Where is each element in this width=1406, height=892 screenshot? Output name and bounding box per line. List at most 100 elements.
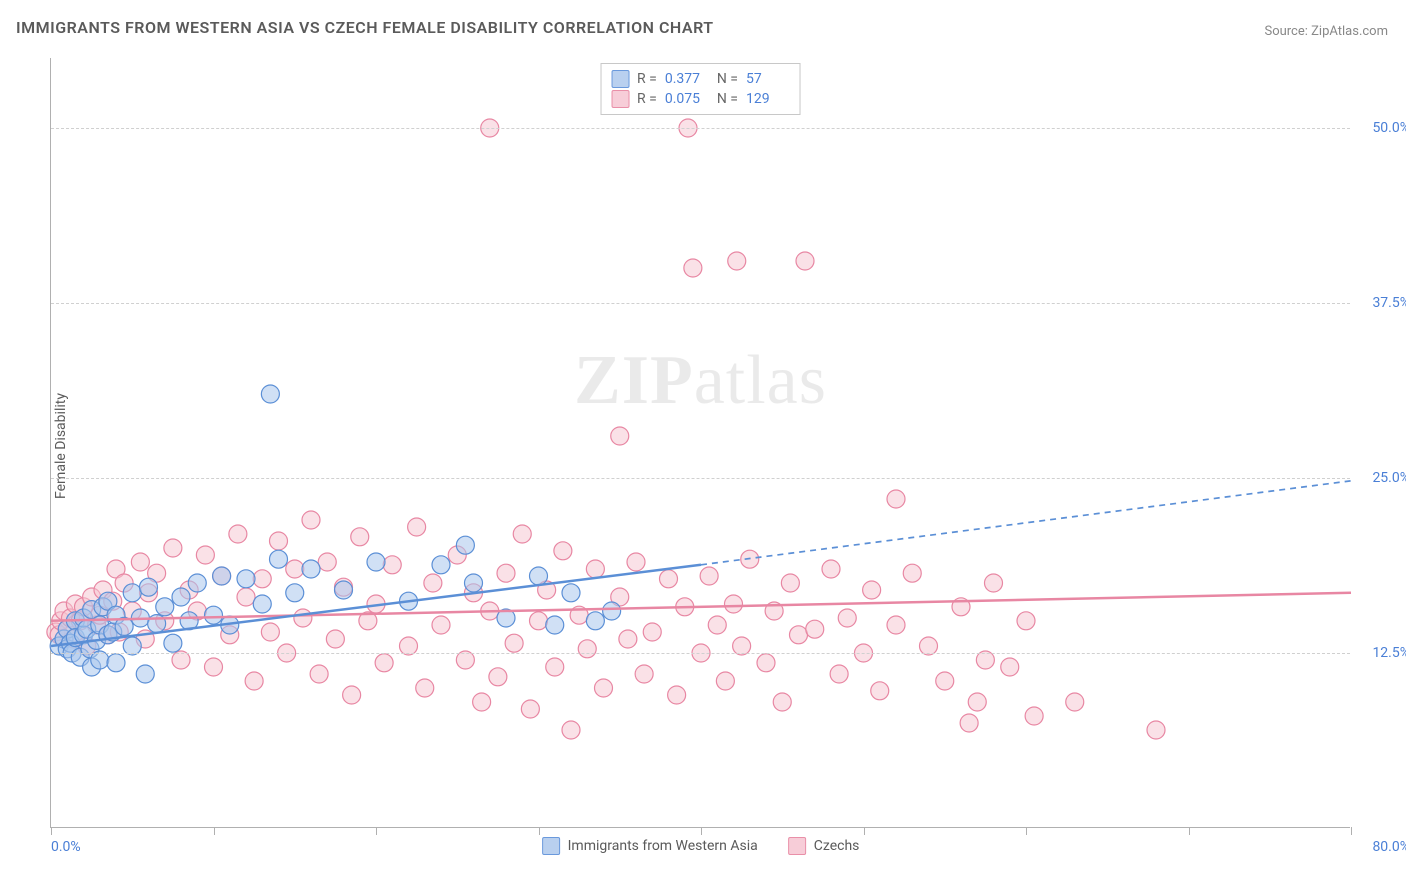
data-point <box>521 700 539 718</box>
data-point <box>229 525 247 543</box>
data-point <box>513 525 531 543</box>
data-point <box>728 252 746 270</box>
data-point <box>473 693 491 711</box>
data-point <box>205 606 223 624</box>
data-point <box>245 672 263 690</box>
data-point <box>343 686 361 704</box>
x-tick <box>1189 827 1190 835</box>
legend-series: Immigrants from Western Asia Czechs <box>542 837 860 855</box>
data-point <box>424 574 442 592</box>
swatch-series1 <box>611 70 629 88</box>
data-point <box>595 679 613 697</box>
legend-n-label: N = <box>717 71 738 87</box>
data-point <box>668 686 686 704</box>
trend-line-immigrants-dashed <box>701 481 1351 565</box>
data-point <box>822 560 840 578</box>
data-point <box>310 665 328 683</box>
legend-n-label: N = <box>717 91 738 107</box>
x-tick <box>51 827 52 835</box>
chart-svg <box>51 58 1350 827</box>
data-point <box>936 672 954 690</box>
data-point <box>863 581 881 599</box>
data-point <box>627 553 645 571</box>
data-point <box>335 581 353 599</box>
data-point <box>838 609 856 627</box>
data-point <box>708 616 726 634</box>
data-point <box>773 693 791 711</box>
data-point <box>172 588 190 606</box>
x-axis-min-label: 0.0% <box>51 839 81 855</box>
gridline <box>51 653 1350 654</box>
legend-stats: R = 0.377 N = 57 R = 0.075 N = 129 <box>600 63 801 115</box>
x-tick <box>701 827 702 835</box>
data-point <box>432 616 450 634</box>
data-point <box>578 640 596 658</box>
data-point <box>261 623 279 641</box>
legend-r-value-1: 0.377 <box>665 71 709 87</box>
data-point <box>562 584 580 602</box>
gridline <box>51 303 1350 304</box>
data-point <box>1001 658 1019 676</box>
data-point <box>796 252 814 270</box>
data-point <box>383 556 401 574</box>
data-point <box>465 574 483 592</box>
data-point <box>318 553 336 571</box>
legend-item-series2: Czechs <box>788 837 860 855</box>
data-point <box>716 672 734 690</box>
data-point <box>611 427 629 445</box>
legend-n-value-1: 57 <box>746 71 790 87</box>
source-label: Source: ZipAtlas.com <box>1264 24 1388 39</box>
data-point <box>416 679 434 697</box>
data-point <box>790 626 808 644</box>
data-point <box>546 658 564 676</box>
data-point <box>505 634 523 652</box>
plot-area: ZIPatlas R = 0.377 N = 57 R = 0.075 N = … <box>50 58 1350 828</box>
data-point <box>164 634 182 652</box>
data-point <box>1066 693 1084 711</box>
gridline <box>51 478 1350 479</box>
data-point <box>530 567 548 585</box>
gridline <box>51 128 1350 129</box>
data-point <box>302 511 320 529</box>
data-point <box>635 665 653 683</box>
data-point <box>270 550 288 568</box>
data-point <box>432 556 450 574</box>
swatch-series1-bottom <box>542 837 560 855</box>
data-point <box>205 658 223 676</box>
legend-row-series2: R = 0.075 N = 129 <box>611 89 790 109</box>
data-point <box>887 490 905 508</box>
data-point <box>213 567 231 585</box>
data-point <box>871 682 889 700</box>
data-point <box>806 620 824 638</box>
data-point <box>270 532 288 550</box>
data-point <box>830 665 848 683</box>
legend-row-series1: R = 0.377 N = 57 <box>611 69 790 89</box>
y-tick-label: 37.5% <box>1372 295 1406 311</box>
data-point <box>700 567 718 585</box>
data-point <box>1017 612 1035 630</box>
data-point <box>781 574 799 592</box>
x-tick <box>539 827 540 835</box>
x-tick <box>1351 827 1352 835</box>
data-point <box>887 616 905 634</box>
legend-r-value-2: 0.075 <box>665 91 709 107</box>
data-point <box>960 714 978 732</box>
data-point <box>237 570 255 588</box>
data-point <box>326 630 344 648</box>
data-point <box>123 584 141 602</box>
data-point <box>286 584 304 602</box>
swatch-series2-bottom <box>788 837 806 855</box>
data-point <box>546 616 564 634</box>
y-tick-label: 50.0% <box>1372 120 1406 136</box>
x-tick <box>376 827 377 835</box>
legend-label-series2: Czechs <box>814 838 860 854</box>
data-point <box>586 560 604 578</box>
data-point <box>1147 721 1165 739</box>
data-point <box>253 570 271 588</box>
y-tick-label: 12.5% <box>1372 645 1406 661</box>
data-point <box>156 598 174 616</box>
data-point <box>684 259 702 277</box>
data-point <box>562 721 580 739</box>
data-point <box>136 665 154 683</box>
data-point <box>294 609 312 627</box>
